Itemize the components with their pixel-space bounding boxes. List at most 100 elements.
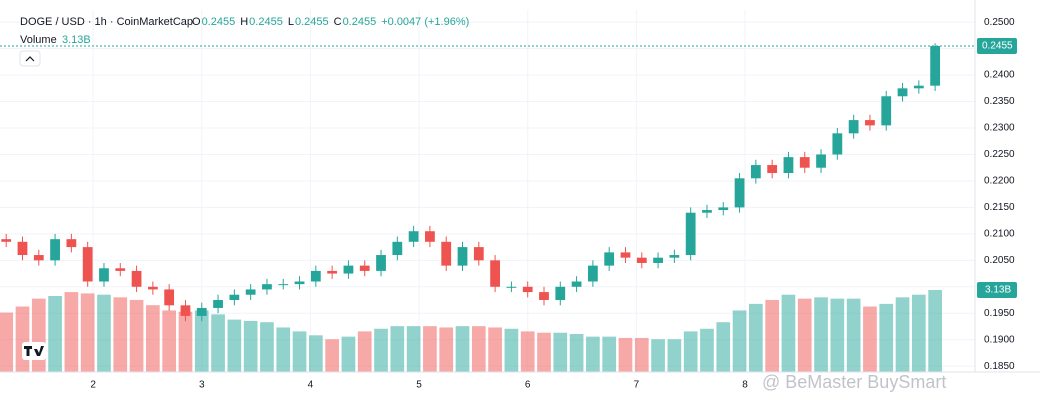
volume-bar (374, 328, 388, 372)
volume-bar (97, 294, 111, 372)
volume-bar (553, 332, 568, 372)
candle-body (913, 85, 924, 89)
candle-body (425, 231, 435, 242)
y-tick-label: 0.1900 (984, 334, 1015, 345)
candle-body (392, 241, 403, 256)
candle-body (669, 255, 680, 258)
volume-bar (80, 293, 95, 372)
x-tick-label: 8 (742, 380, 748, 391)
candle-body (685, 212, 696, 256)
grid (0, 10, 975, 372)
candle-body (245, 289, 256, 295)
volume-bar (651, 339, 665, 372)
candle-body (555, 286, 566, 301)
volume-bar (292, 331, 307, 372)
volume-bar (895, 297, 910, 372)
candle-body (278, 284, 289, 286)
candle-body (506, 286, 517, 288)
candle-body (66, 239, 77, 248)
volume-bar (308, 335, 323, 372)
logo-mark (24, 346, 44, 356)
candle-body (653, 257, 663, 263)
candle-body (897, 88, 908, 97)
volume-bar (129, 299, 144, 372)
candle-body (620, 252, 631, 258)
candle-body (164, 289, 175, 306)
volume-bar (683, 331, 698, 372)
volume-bar (732, 310, 747, 372)
candle-body (147, 286, 158, 290)
candle-layer (1, 43, 941, 322)
x-tick-label: 3 (199, 380, 205, 391)
volume-bar (814, 297, 828, 372)
candle-body (930, 45, 941, 86)
candle-body (50, 239, 60, 261)
watermark: @ BeMaster BuySmart (762, 372, 946, 392)
candle-body (213, 300, 223, 308)
volume-bar (520, 331, 535, 372)
candle-body (587, 265, 598, 282)
volume-bar (471, 326, 486, 372)
volume-bar (700, 328, 714, 372)
volume-bar (357, 331, 372, 372)
candle-body (490, 260, 500, 287)
volume-bar (634, 337, 649, 372)
candle-body (473, 247, 484, 261)
collapse-button[interactable] (19, 50, 41, 67)
volume-bar (31, 298, 46, 372)
volume-bar (846, 298, 861, 372)
volume-bar (569, 334, 584, 372)
candle-body (816, 154, 826, 168)
x-tick-label: 2 (90, 380, 96, 391)
candle-body (832, 133, 843, 155)
candle-body (702, 210, 712, 213)
volume-bar (797, 298, 812, 372)
volume-layer (0, 290, 942, 372)
y-tick-label: 0.2050 (984, 255, 1015, 266)
volume-bar (749, 303, 763, 372)
volume-bar (64, 292, 79, 372)
candle-body (131, 270, 142, 287)
ohlc-key: H (240, 16, 248, 28)
candle-body (82, 247, 93, 282)
candle-body (359, 265, 370, 271)
volume-bar (341, 336, 356, 372)
volume-bar (911, 294, 926, 372)
volume-bar (586, 336, 600, 372)
ohlc-value: 0.2455 (202, 16, 236, 28)
volume-bar (276, 327, 291, 372)
candle-body (99, 268, 109, 282)
volume-bar (879, 303, 894, 372)
candle-body (865, 120, 875, 126)
ohlc-key: L (288, 16, 294, 28)
volume-bar (439, 327, 454, 372)
ohlc-key: C (334, 16, 342, 28)
volume-bar (537, 332, 551, 372)
volume-bar (863, 306, 877, 372)
symbol-title: DOGE / USD · 1h · CoinMarketCap (20, 16, 193, 28)
candle-body (408, 231, 419, 242)
volume-bar (830, 298, 845, 372)
volume-bar (781, 294, 796, 372)
volume-bar (48, 296, 62, 372)
candle-body (17, 241, 28, 256)
candle-body (343, 265, 354, 274)
volume-bar (211, 314, 225, 372)
volume-bar (243, 320, 258, 372)
volume-bar (765, 299, 780, 372)
ohlc-value: 0.2455 (249, 16, 283, 28)
collapse-icon (25, 56, 35, 62)
logo-bg (22, 342, 46, 360)
y-tick-label: 0.1950 (984, 308, 1015, 319)
ohlc-value: 0.2455 (295, 16, 329, 28)
y-tick-label: 0.2500 (984, 17, 1015, 28)
candle-body (636, 257, 647, 263)
candle-body (783, 157, 794, 174)
volume-bar (162, 310, 177, 372)
volume-bar (0, 312, 14, 372)
candle-body (294, 281, 305, 285)
volume-bar (15, 306, 30, 372)
volume-bar (455, 326, 470, 372)
